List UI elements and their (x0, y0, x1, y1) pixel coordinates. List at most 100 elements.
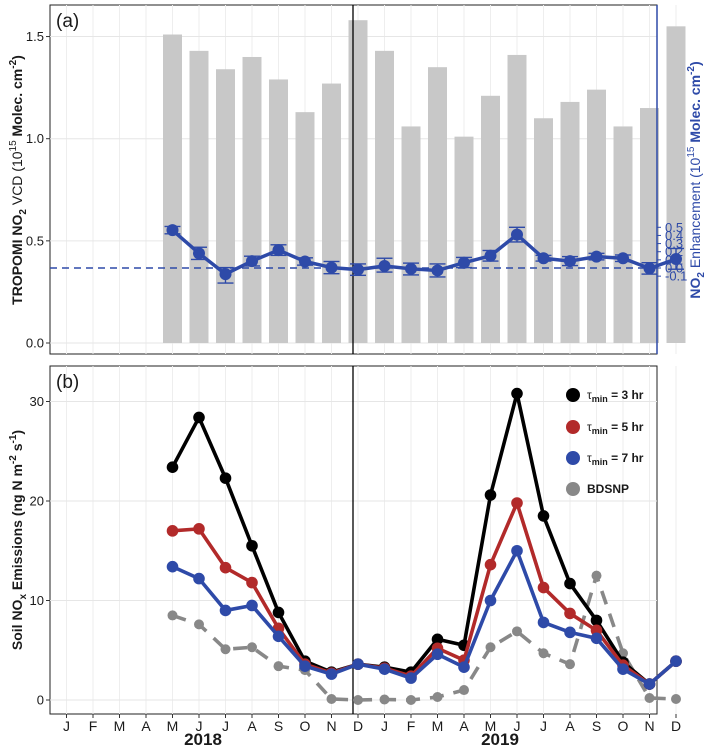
month-label: M (432, 718, 444, 734)
month-label: O (300, 718, 311, 734)
series-line (170, 391, 678, 686)
enhancement-point (458, 256, 470, 269)
enhancement-point (511, 228, 523, 241)
series-point (644, 693, 655, 704)
enhancement-point (352, 263, 364, 276)
series-point (590, 624, 603, 637)
enhancement-point (246, 255, 258, 268)
vcd-bar (269, 79, 288, 343)
series-point (537, 581, 550, 594)
month-label: A (459, 718, 469, 734)
vcd-bar (640, 108, 659, 344)
vcd-bar (375, 50, 394, 343)
series-point (511, 387, 523, 400)
legend-marker-tau7 (566, 451, 580, 465)
series-point (459, 685, 469, 696)
legend-item-bdsnp: BDSNP (566, 482, 629, 496)
month-label: S (274, 718, 283, 734)
month-label: J (540, 718, 547, 734)
vcd-bar (189, 50, 209, 343)
month-label: J (514, 718, 521, 734)
series-point (247, 642, 257, 653)
series-point (538, 648, 549, 659)
enhancement-point (378, 259, 391, 272)
b-tick-label: 20 (30, 494, 44, 509)
legend-item-tau7: τmin = 7 hr (566, 451, 644, 467)
enhancement-point (166, 224, 179, 237)
b-tick-label: 10 (30, 593, 44, 608)
series-point (193, 411, 205, 424)
vcd-bar (534, 118, 553, 344)
b-tick-label: 0 (37, 693, 44, 708)
right-tick-label: 0.4 (665, 228, 683, 243)
panel-b-axis-title: Soil NOx Emissions (ng N m-2 s-1) (8, 430, 29, 650)
right-tick-label: 0.3 (665, 236, 683, 251)
vcd-bar (507, 54, 527, 343)
series-point (194, 619, 204, 630)
series-point (405, 672, 417, 684)
enhancement-point (670, 253, 682, 266)
series-point (564, 607, 576, 620)
panel-a: 0.00.51.01.5 -0.10.00.10.20.30.40.5 (a) … (8, 4, 707, 355)
series-point (484, 489, 497, 501)
month-label: O (618, 718, 629, 734)
series-point (537, 510, 550, 522)
month-label: J (196, 718, 203, 734)
enhancement-point (299, 255, 311, 268)
left-tick-label: 0.0 (26, 336, 44, 351)
series-point (590, 632, 603, 645)
enhancement-point (537, 252, 550, 265)
enhancement-point (405, 262, 417, 275)
right-tick-label: 0.5 (665, 220, 683, 235)
enhancement-point (431, 264, 444, 277)
legend-marker-bdsnp (566, 482, 580, 496)
panel-b-label: (b) (56, 372, 79, 393)
vcd-bar (295, 112, 315, 344)
legend-label-tau3: τmin = 3 hr (587, 388, 644, 404)
enhancement-point (564, 255, 576, 268)
right-tick-label: 0.2 (665, 244, 683, 259)
series-point (484, 558, 497, 571)
series-point (353, 695, 363, 705)
vcd-bar (613, 126, 633, 343)
series-point (272, 606, 285, 619)
vcd-bar (481, 95, 500, 343)
month-label: M (485, 718, 497, 734)
month-label: F (407, 718, 416, 734)
vcd-bar (163, 34, 182, 344)
year-label-2018: 2018 (184, 730, 222, 749)
enhancement-point (484, 249, 497, 262)
series-point (378, 663, 391, 675)
panel-a-enhancement-line (166, 224, 682, 281)
right-tick-label: 0.1 (665, 252, 683, 267)
legend-item-tau3: τmin = 3 hr (566, 388, 644, 404)
series-point (166, 461, 179, 473)
left-tick-label: 1.5 (26, 29, 44, 44)
series-point (511, 544, 523, 557)
series-point (272, 630, 285, 643)
month-label: A (141, 718, 151, 734)
vcd-bar (348, 20, 368, 344)
panel-a-left-ticks: 0.0 0.5 1.0 1.5 (26, 29, 50, 351)
series-point (166, 525, 179, 537)
series-point (325, 668, 338, 680)
enhancement-point (617, 252, 629, 265)
series-point (617, 663, 629, 675)
legend-label-tau7: τmin = 7 hr (587, 451, 644, 467)
series-point (220, 644, 231, 655)
series-point (511, 497, 523, 509)
series-point (432, 692, 443, 703)
series-point (166, 560, 179, 573)
enhancement-point (643, 262, 656, 275)
month-label: M (114, 718, 126, 734)
panel-b-emission-lines (166, 387, 682, 705)
series-point (431, 633, 444, 646)
enhancement-point (325, 261, 338, 274)
legend-label-tau5: τmin = 5 hr (587, 420, 644, 436)
series-point (299, 660, 311, 672)
series-point (246, 576, 258, 589)
month-label: M (167, 718, 179, 734)
